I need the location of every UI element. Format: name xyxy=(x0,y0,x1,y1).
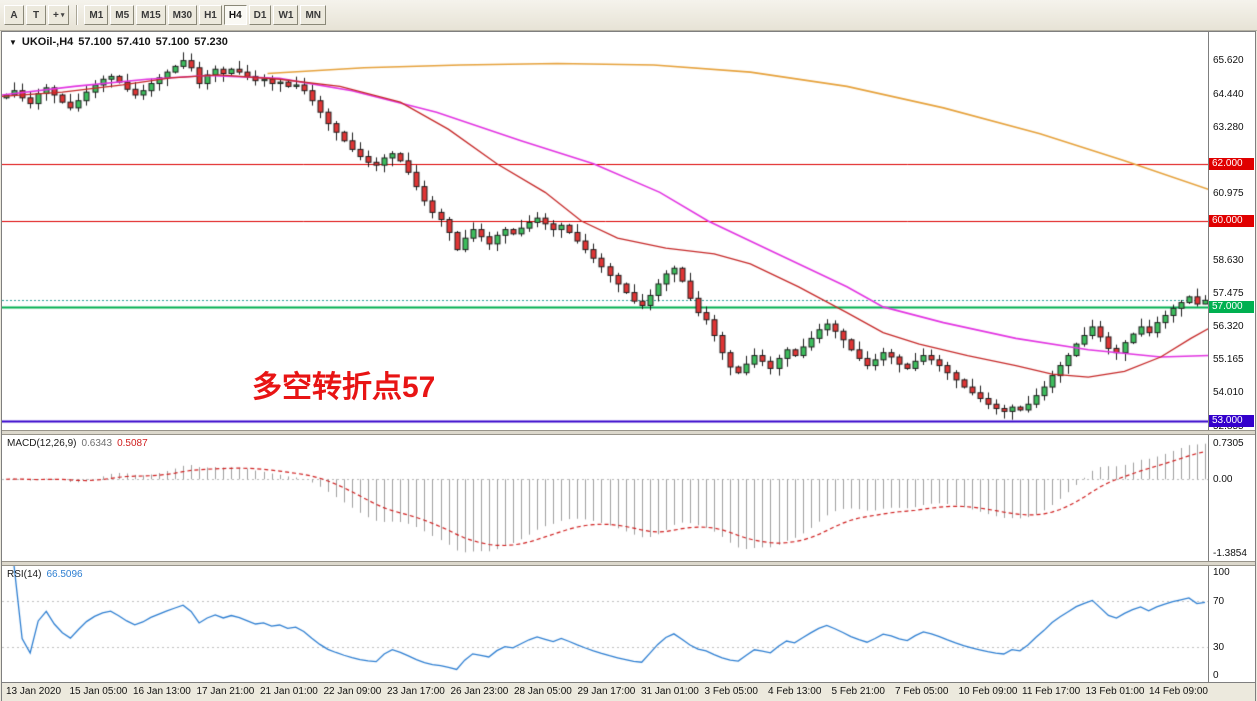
panel-separator[interactable] xyxy=(2,561,1255,566)
tool-a-button[interactable]: A xyxy=(4,5,24,25)
dropdown-arrow-icon: ▾ xyxy=(60,12,65,19)
timeframe-h4-button[interactable]: H4 xyxy=(223,5,247,25)
price-axis-label: 65.620 xyxy=(1213,55,1244,67)
time-axis-label: 5 Feb 21:00 xyxy=(831,686,885,697)
timeframe-m1-button[interactable]: M1 xyxy=(84,5,109,25)
time-axis-label: 3 Feb 05:00 xyxy=(704,686,758,697)
rsi-panel: RSI(14) 66.5096 100 70 30 0 xyxy=(2,566,1255,682)
chart-window: ▼ UKOil-,H4 57.100 57.410 57.100 57.230 … xyxy=(1,31,1256,701)
price-axis-label: 54.010 xyxy=(1213,387,1244,399)
timeframe-m5-button[interactable]: M5 xyxy=(110,5,135,25)
time-axis-label: 26 Jan 23:00 xyxy=(450,686,509,697)
price-tag: 62.000 xyxy=(1209,157,1254,170)
toolbar-separator xyxy=(76,5,78,25)
macd-panel: MACD(12,26,9) 0.6343 0.5087 0.7305 0.00 -1… xyxy=(2,435,1255,561)
time-axis-label: 13 Feb 01:00 xyxy=(1085,686,1145,697)
panel-separator[interactable] xyxy=(2,430,1255,435)
macd-axis-label: -1.3854 xyxy=(1213,548,1247,559)
time-axis-label: 21 Jan 01:00 xyxy=(260,686,318,697)
rsi-axis-label: 70 xyxy=(1213,595,1225,607)
time-axis-label: 15 Jan 05:00 xyxy=(69,686,128,697)
price-chart-canvas[interactable] xyxy=(2,32,1209,430)
price-axis-label: 64.440 xyxy=(1213,88,1244,100)
main-toolbar: A T + ▾ M1 M5 M15 M30 H1 H4 D1 W1 MN xyxy=(0,0,1257,31)
price-axis-label: 56.320 xyxy=(1213,321,1244,333)
rsi-canvas[interactable] xyxy=(2,566,1209,682)
time-axis-label: 22 Jan 09:00 xyxy=(323,686,382,697)
time-axis-label: 13 Jan 2020 xyxy=(6,686,62,697)
time-axis[interactable]: 13 Jan 2020 15 Jan 05:00 16 Jan 13:00 17 Ja… xyxy=(2,682,1255,701)
time-axis-label: 11 Feb 17:00 xyxy=(1022,686,1081,697)
time-axis-label: 23 Jan 17:00 xyxy=(387,686,445,697)
timeframe-h1-button[interactable]: H1 xyxy=(199,5,222,25)
macd-axis[interactable]: 0.7305 0.00 -1.3854 xyxy=(1208,435,1255,561)
price-tag: 57.000 xyxy=(1209,300,1254,313)
price-axis-label: 55.165 xyxy=(1213,354,1244,366)
macd-axis-label: 0.00 xyxy=(1213,474,1233,486)
price-tag: 53.000 xyxy=(1209,415,1254,428)
timeframe-toolbar-group: M1 M5 M15 M30 H1 H4 D1 W1 MN xyxy=(84,5,327,25)
time-axis-label: 7 Feb 05:00 xyxy=(895,686,949,697)
timeframe-mn-button[interactable]: MN xyxy=(300,5,327,25)
timeframe-m15-button[interactable]: M15 xyxy=(136,5,166,25)
macd-canvas[interactable] xyxy=(2,435,1209,561)
price-axis-label: 60.975 xyxy=(1213,188,1244,200)
timeframe-m30-button[interactable]: M30 xyxy=(167,5,198,25)
time-axis-label: 29 Jan 17:00 xyxy=(577,686,636,697)
drawing-toolbar-group: A T + ▾ xyxy=(4,5,70,25)
time-axis-label: 28 Jan 05:00 xyxy=(514,686,572,697)
price-axis-label: 63.280 xyxy=(1213,122,1244,134)
time-axis-label: 17 Jan 21:00 xyxy=(196,686,255,697)
price-axis-label: 57.475 xyxy=(1213,288,1244,300)
drawing-tool-dropdown[interactable]: + ▾ xyxy=(48,5,70,25)
price-tag: 60.000 xyxy=(1209,214,1254,227)
time-axis-label: 14 Feb 09:00 xyxy=(1149,686,1208,697)
tool-t-button[interactable]: T xyxy=(26,5,46,25)
time-axis-label: 16 Jan 13:00 xyxy=(133,686,191,697)
price-axis-label: 58.630 xyxy=(1213,255,1244,267)
time-axis-label: 4 Feb 13:00 xyxy=(768,686,822,697)
rsi-axis[interactable]: 100 70 30 0 xyxy=(1208,566,1255,682)
rsi-axis-label: 100 xyxy=(1213,567,1230,578)
price-chart-panel: ▼ UKOil-,H4 57.100 57.410 57.100 57.230 … xyxy=(2,32,1255,430)
macd-axis-label: 0.7305 xyxy=(1213,438,1244,449)
price-axis[interactable]: 65.620 64.440 63.280 60.975 58.630 57.475 56.3… xyxy=(1208,32,1255,430)
time-axis-label: 31 Jan 01:00 xyxy=(641,686,699,697)
rsi-axis-label: 30 xyxy=(1213,642,1225,654)
timeframe-w1-button[interactable]: W1 xyxy=(273,5,299,25)
rsi-axis-label: 0 xyxy=(1213,670,1219,681)
time-axis-label: 10 Feb 09:00 xyxy=(958,686,1018,697)
timeframe-d1-button[interactable]: D1 xyxy=(248,5,272,25)
